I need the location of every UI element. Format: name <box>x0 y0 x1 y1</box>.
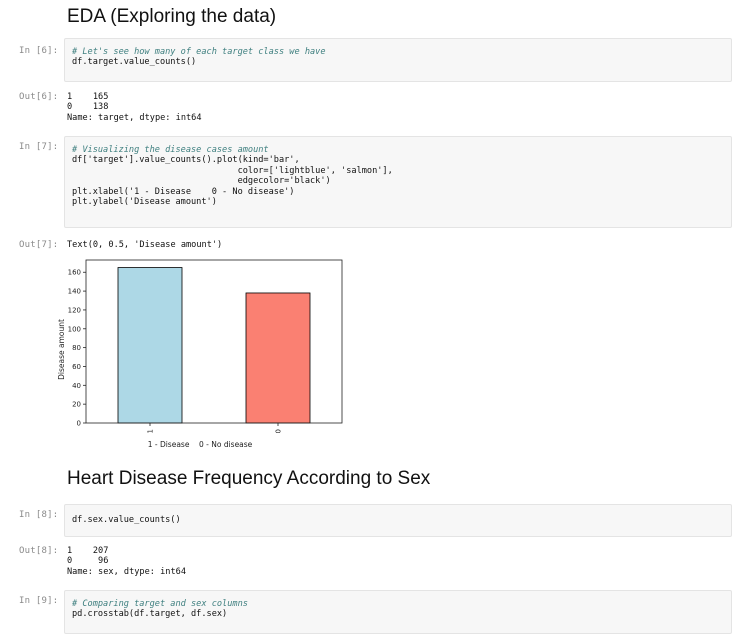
section-heading-sex: Heart Disease Frequency According to Sex <box>67 468 431 489</box>
x-tick-label: 0 <box>275 429 283 433</box>
code-comment: # Comparing target and sex columns <box>72 599 248 609</box>
code-line: plt.xlabel('1 - Disease 0 - No disease') <box>72 186 295 197</box>
output-line: Name: sex, dtype: int64 <box>67 566 186 577</box>
y-axis-label: Disease amount <box>57 319 66 380</box>
y-tick-label: 140 <box>68 288 81 296</box>
y-tick-label: 20 <box>72 401 81 409</box>
output-line: 1 165 <box>67 92 109 102</box>
output-line: 0 138 <box>67 102 109 113</box>
y-tick-label: 40 <box>72 382 81 390</box>
input-prompt-8: In [8]: <box>19 510 59 520</box>
y-tick-label: 100 <box>68 325 81 333</box>
output-line: 1 207 <box>67 546 109 556</box>
bar-0 <box>245 292 311 424</box>
code-line: df.target.value_counts() <box>72 57 197 68</box>
bar-1 <box>117 267 183 424</box>
y-tick-label: 60 <box>72 363 81 371</box>
code-line: color=['lightblue', 'salmon'], <box>72 165 393 176</box>
x-tick-label: 1 <box>147 429 155 433</box>
x-axis-label: 1 - Disease 0 - No disease <box>148 440 253 449</box>
output-text-7: Text(0, 0.5, 'Disease amount') <box>67 240 223 250</box>
y-tick-label: 120 <box>68 306 81 314</box>
bar-chart: 0 20 40 60 80 100 120 140 160 1 0 1 - Disease 0 - N… <box>52 253 352 453</box>
bar-chart-svg: 0 20 40 60 80 100 120 140 160 1 0 1 - Disease 0 - N… <box>57 259 343 449</box>
code-line: edgecolor='black') <box>72 176 331 187</box>
code-cell-7[interactable]: # Visualizing the disease cases amount d… <box>64 136 732 228</box>
code-cell-8[interactable]: df.sex.value_counts() <box>64 504 732 537</box>
code-line: df.sex.value_counts() <box>72 515 181 525</box>
output-prompt-8: Out[8]: <box>19 546 59 556</box>
output-line: 0 96 <box>67 556 109 567</box>
code-cell-9[interactable]: # Comparing target and sex columns pd.cr… <box>64 590 732 634</box>
y-tick-label: 80 <box>72 344 81 352</box>
output-text-6: 1 165 0 138 Name: target, dtype: int64 <box>67 92 202 123</box>
code-line: df['target'].value_counts().plot(kind='b… <box>72 155 300 166</box>
input-prompt-6: In [6]: <box>19 46 59 56</box>
output-text-8: 1 207 0 96 Name: sex, dtype: int64 <box>67 546 186 577</box>
y-tick-label: 160 <box>68 269 81 277</box>
code-line: plt.ylabel('Disease amount') <box>72 197 217 208</box>
output-prompt-7: Out[7]: <box>19 240 59 250</box>
code-line: pd.crosstab(df.target, df.sex) <box>72 609 228 620</box>
input-prompt-7: In [7]: <box>19 142 59 152</box>
code-comment: # Let's see how many of each target clas… <box>72 47 326 57</box>
section-heading-eda: EDA (Exploring the data) <box>67 6 277 27</box>
y-tick-label: 0 <box>77 420 81 428</box>
input-prompt-9: In [9]: <box>19 596 59 606</box>
plot-frame <box>85 259 343 424</box>
output-prompt-6: Out[6]: <box>19 92 59 102</box>
output-line: Name: target, dtype: int64 <box>67 112 202 123</box>
code-cell-6[interactable]: # Let's see how many of each target clas… <box>64 38 732 82</box>
code-comment: # Visualizing the disease cases amount <box>72 145 269 155</box>
